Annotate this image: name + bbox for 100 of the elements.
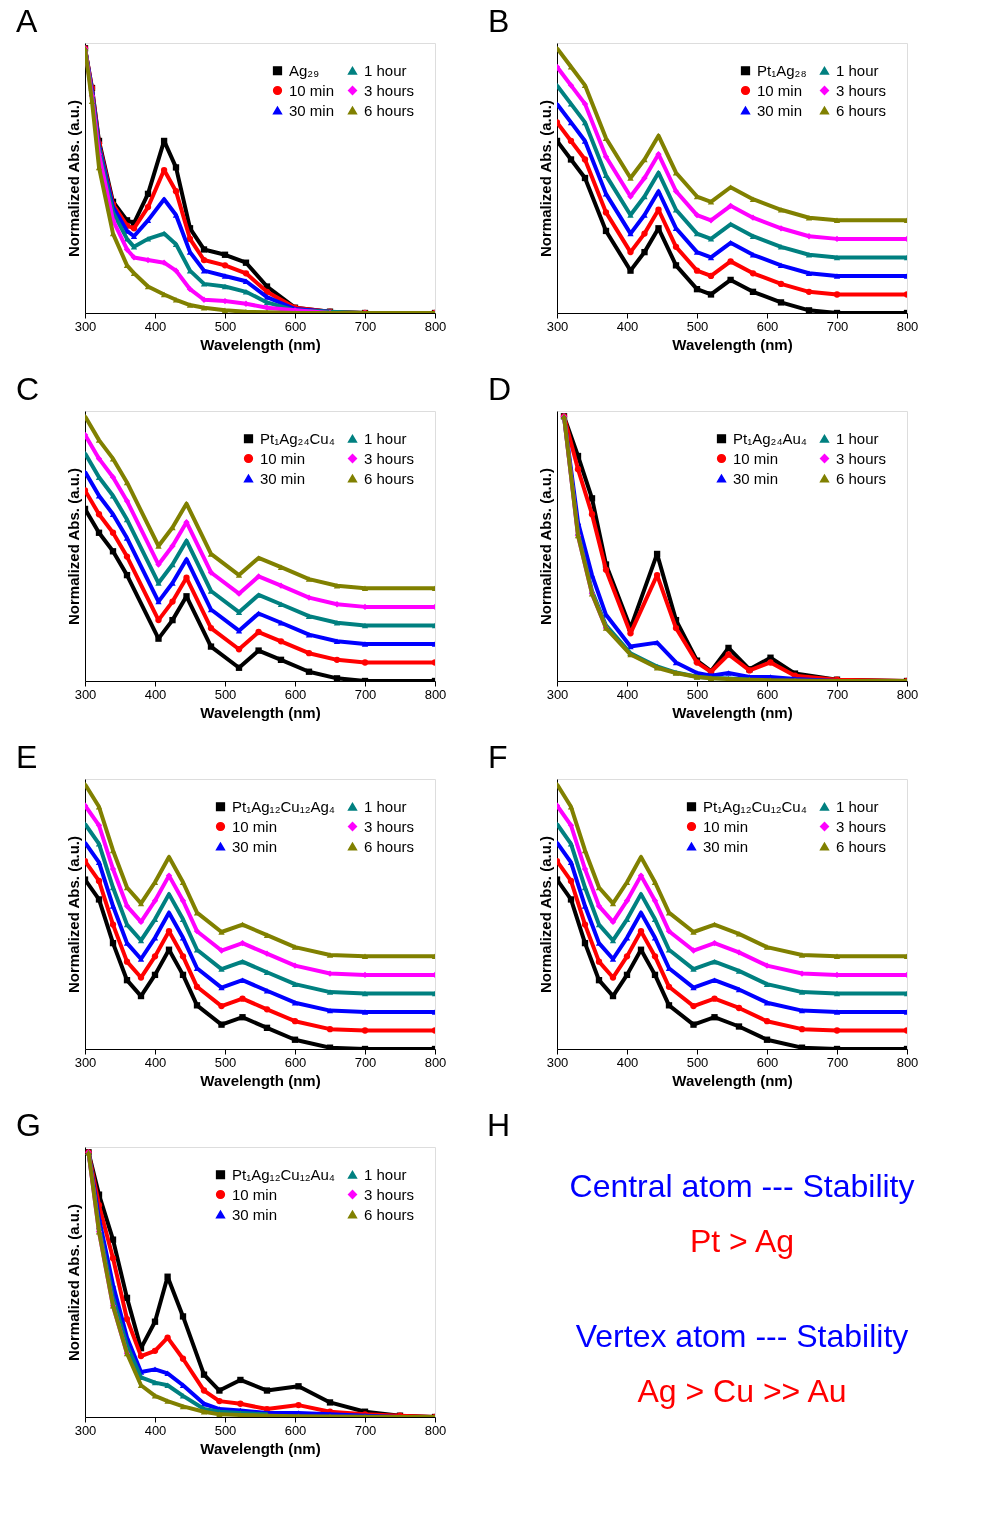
x-tick-label: 300 <box>74 1054 97 1070</box>
x-tick-label: 400 <box>144 1054 167 1070</box>
x-tick-label: 500 <box>214 1054 237 1070</box>
legend-label: 6 hours <box>836 837 887 855</box>
chart-title: G <box>16 1107 41 1143</box>
x-tick-label: 600 <box>284 1054 307 1070</box>
x-tick-label: 800 <box>424 1422 447 1438</box>
legend-label: 10 min <box>232 1185 278 1203</box>
x-tick-label: 700 <box>826 1054 849 1070</box>
x-tick-label: 600 <box>756 1054 779 1070</box>
legend-label: 30 min <box>289 101 335 119</box>
legend-label: 1 hour <box>364 61 407 79</box>
legend-label: 3 hours <box>364 81 415 99</box>
chart-title: F <box>488 739 508 775</box>
legend-label: Pt₁Ag₁₂Cu₁₂Au₄ <box>232 1165 335 1183</box>
chart-title: A <box>16 3 38 39</box>
y-axis-title: Normalized Abs. (a.u.) <box>64 468 82 625</box>
text: Ag > Cu >> Au <box>637 1373 847 1409</box>
legend-label: 6 hours <box>836 469 887 487</box>
legend-label: 1 hour <box>364 429 407 447</box>
chart-title: C <box>16 371 40 407</box>
legend-label: 6 hours <box>364 101 415 119</box>
legend-label: 3 hours <box>364 449 415 467</box>
legend-label: 6 hours <box>836 101 887 119</box>
legend-label: Pt₁Ag₂₄Au₄ <box>733 429 807 447</box>
x-tick-label: 800 <box>424 686 447 702</box>
chart-title: D <box>488 371 512 407</box>
text: H <box>487 1107 511 1143</box>
x-tick-label: 700 <box>354 1422 377 1438</box>
legend-label: 10 min <box>260 449 306 467</box>
y-axis-title: Normalized Abs. (a.u.) <box>536 100 554 257</box>
text: Pt > Ag <box>689 1223 795 1259</box>
chart-title: B <box>488 3 510 39</box>
legend-label: 30 min <box>703 837 749 855</box>
legend-label: 10 min <box>289 81 335 99</box>
x-tick-label: 700 <box>354 1054 377 1070</box>
legend-label: Ag₂₉ <box>289 61 320 79</box>
legend-label: 30 min <box>260 469 306 487</box>
x-tick-label: 500 <box>214 1422 237 1438</box>
y-axis-title: Normalized Abs. (a.u.) <box>64 836 82 993</box>
legend-label: 1 hour <box>364 797 407 815</box>
y-axis-title: Normalized Abs. (a.u.) <box>64 1204 82 1361</box>
x-tick-label: 700 <box>354 686 377 702</box>
x-axis-title: Wavelength (nm) <box>672 335 793 353</box>
x-tick-label: 300 <box>74 1422 97 1438</box>
legend-label: 6 hours <box>364 469 415 487</box>
legend-label: 30 min <box>733 469 779 487</box>
y-axis-title: Normalized Abs. (a.u.) <box>536 468 554 625</box>
legend-label: Pt₁Ag₂₄Cu₄ <box>260 429 335 447</box>
chart-title: E <box>16 739 38 775</box>
legend-label: 30 min <box>757 101 803 119</box>
y-axis-title: Normalized Abs. (a.u.) <box>64 100 82 257</box>
x-tick-label: 400 <box>144 1422 167 1438</box>
x-axis-title: Wavelength (nm) <box>200 703 321 721</box>
x-tick-label: 300 <box>546 686 569 702</box>
x-axis-title: Wavelength (nm) <box>672 703 793 721</box>
x-tick-label: 500 <box>686 318 709 334</box>
legend-label: 30 min <box>232 1205 278 1223</box>
x-tick-label: 300 <box>546 1054 569 1070</box>
legend-label: 30 min <box>232 837 278 855</box>
x-axis-title: Wavelength (nm) <box>200 1071 321 1089</box>
x-tick-label: 500 <box>686 686 709 702</box>
legend-label: 3 hours <box>836 81 887 99</box>
legend-label: 1 hour <box>836 429 879 447</box>
legend-label: 10 min <box>757 81 803 99</box>
legend-label: 3 hours <box>836 817 887 835</box>
x-tick-label: 600 <box>284 686 307 702</box>
legend-label: 10 min <box>232 817 278 835</box>
legend-label: 1 hour <box>836 61 879 79</box>
text: Central atom --- Stability <box>569 1168 915 1204</box>
x-tick-label: 400 <box>616 1054 639 1070</box>
x-tick-label: 700 <box>826 686 849 702</box>
x-tick-label: 500 <box>214 318 237 334</box>
legend-label: 3 hours <box>836 449 887 467</box>
x-tick-label: 300 <box>546 318 569 334</box>
x-axis-title: Wavelength (nm) <box>672 1071 793 1089</box>
x-tick-label: 400 <box>616 686 639 702</box>
legend-label: 6 hours <box>364 837 415 855</box>
x-tick-label: 700 <box>826 318 849 334</box>
legend-label: 3 hours <box>364 1185 415 1203</box>
legend-label: Pt₁Ag₁₂Cu₁₂Ag₄ <box>232 797 335 815</box>
x-axis-title: Wavelength (nm) <box>200 335 321 353</box>
x-tick-label: 500 <box>214 686 237 702</box>
legend-label: 10 min <box>703 817 749 835</box>
x-tick-label: 600 <box>756 686 779 702</box>
x-tick-label: 400 <box>616 318 639 334</box>
x-tick-label: 600 <box>284 318 307 334</box>
x-tick-label: 800 <box>896 1054 919 1070</box>
x-tick-label: 700 <box>354 318 377 334</box>
x-tick-label: 300 <box>74 686 97 702</box>
x-tick-label: 600 <box>756 318 779 334</box>
legend-label: 10 min <box>733 449 779 467</box>
x-tick-label: 500 <box>686 1054 709 1070</box>
x-tick-label: 800 <box>896 686 919 702</box>
x-tick-label: 800 <box>896 318 919 334</box>
legend-label: 3 hours <box>364 817 415 835</box>
x-tick-label: 800 <box>424 318 447 334</box>
y-axis-title: Normalized Abs. (a.u.) <box>536 836 554 993</box>
x-tick-label: 300 <box>74 318 97 334</box>
legend-label: Pt₁Ag₁₂Cu₁₂Cu₄ <box>703 797 807 815</box>
